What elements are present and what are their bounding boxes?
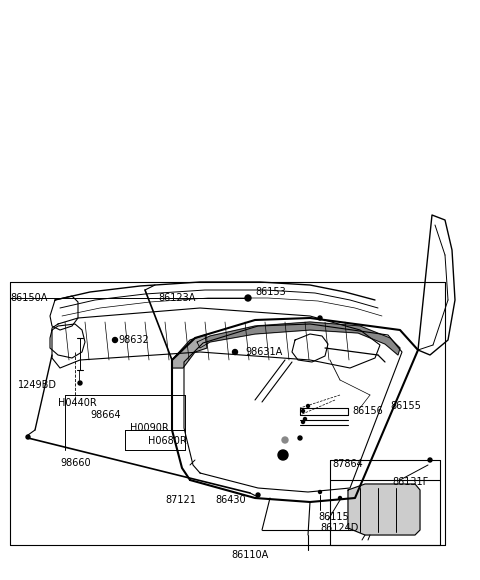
- Text: 98631A: 98631A: [245, 347, 282, 357]
- Circle shape: [282, 437, 288, 443]
- Text: 86430: 86430: [215, 495, 246, 505]
- Polygon shape: [197, 322, 400, 355]
- Circle shape: [303, 418, 307, 420]
- Text: 98664: 98664: [90, 410, 120, 420]
- Circle shape: [307, 404, 310, 408]
- Text: H0680R: H0680R: [148, 436, 187, 446]
- Text: 86150A: 86150A: [10, 293, 48, 303]
- Text: H0090R: H0090R: [130, 423, 169, 433]
- Text: 86115: 86115: [318, 512, 349, 522]
- Circle shape: [298, 436, 302, 440]
- Text: H0440R: H0440R: [58, 398, 97, 408]
- Circle shape: [26, 435, 30, 439]
- Text: 86155: 86155: [390, 401, 421, 411]
- Text: 86110A: 86110A: [231, 550, 269, 560]
- Text: 86153: 86153: [255, 287, 286, 297]
- Circle shape: [245, 295, 251, 301]
- Text: 86131F: 86131F: [392, 477, 428, 487]
- Polygon shape: [172, 335, 207, 368]
- Text: 98660: 98660: [60, 458, 91, 468]
- Polygon shape: [348, 484, 420, 535]
- Text: 87121: 87121: [165, 495, 196, 505]
- Circle shape: [301, 409, 304, 412]
- Circle shape: [232, 350, 238, 354]
- Circle shape: [338, 496, 341, 499]
- Circle shape: [112, 338, 118, 343]
- Circle shape: [256, 493, 260, 497]
- Circle shape: [301, 420, 304, 423]
- Circle shape: [428, 458, 432, 462]
- Text: 1249BD: 1249BD: [18, 380, 57, 390]
- Text: 86156: 86156: [352, 406, 383, 416]
- Circle shape: [319, 491, 322, 494]
- Text: 86124D: 86124D: [320, 523, 359, 533]
- Text: 86123A: 86123A: [158, 293, 195, 303]
- Text: 98632: 98632: [118, 335, 149, 345]
- Text: 87864: 87864: [333, 459, 363, 469]
- Circle shape: [78, 381, 82, 385]
- Circle shape: [278, 450, 288, 460]
- Circle shape: [318, 316, 322, 320]
